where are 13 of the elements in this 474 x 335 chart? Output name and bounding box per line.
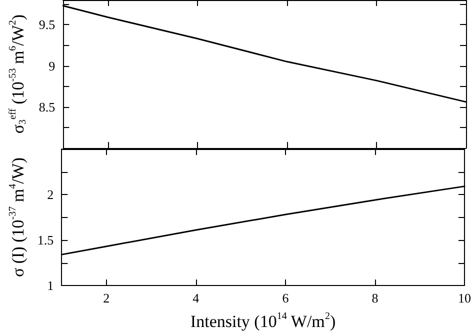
y-tick-label: 9 (48, 58, 56, 74)
x-tick-label: 6 (282, 290, 290, 306)
x-tick-label: 8 (372, 290, 378, 306)
text: σ3eff (10-53 m6/W2) (8, 14, 28, 134)
x-tick-label: 10 (458, 290, 471, 306)
y-axis-title: σ (I) (10-37 m4/W) (8, 157, 28, 278)
y-tick-label: 1 (47, 278, 54, 293)
y-tick-label: 1.5 (37, 232, 54, 248)
y-tick-label: 9.5 (38, 17, 56, 32)
y-tick-label: 8.5 (38, 99, 56, 114)
x-tick-label: 2 (103, 290, 110, 306)
y-tick-label: 2 (47, 187, 54, 202)
x-tick-label: 4 (192, 290, 200, 306)
